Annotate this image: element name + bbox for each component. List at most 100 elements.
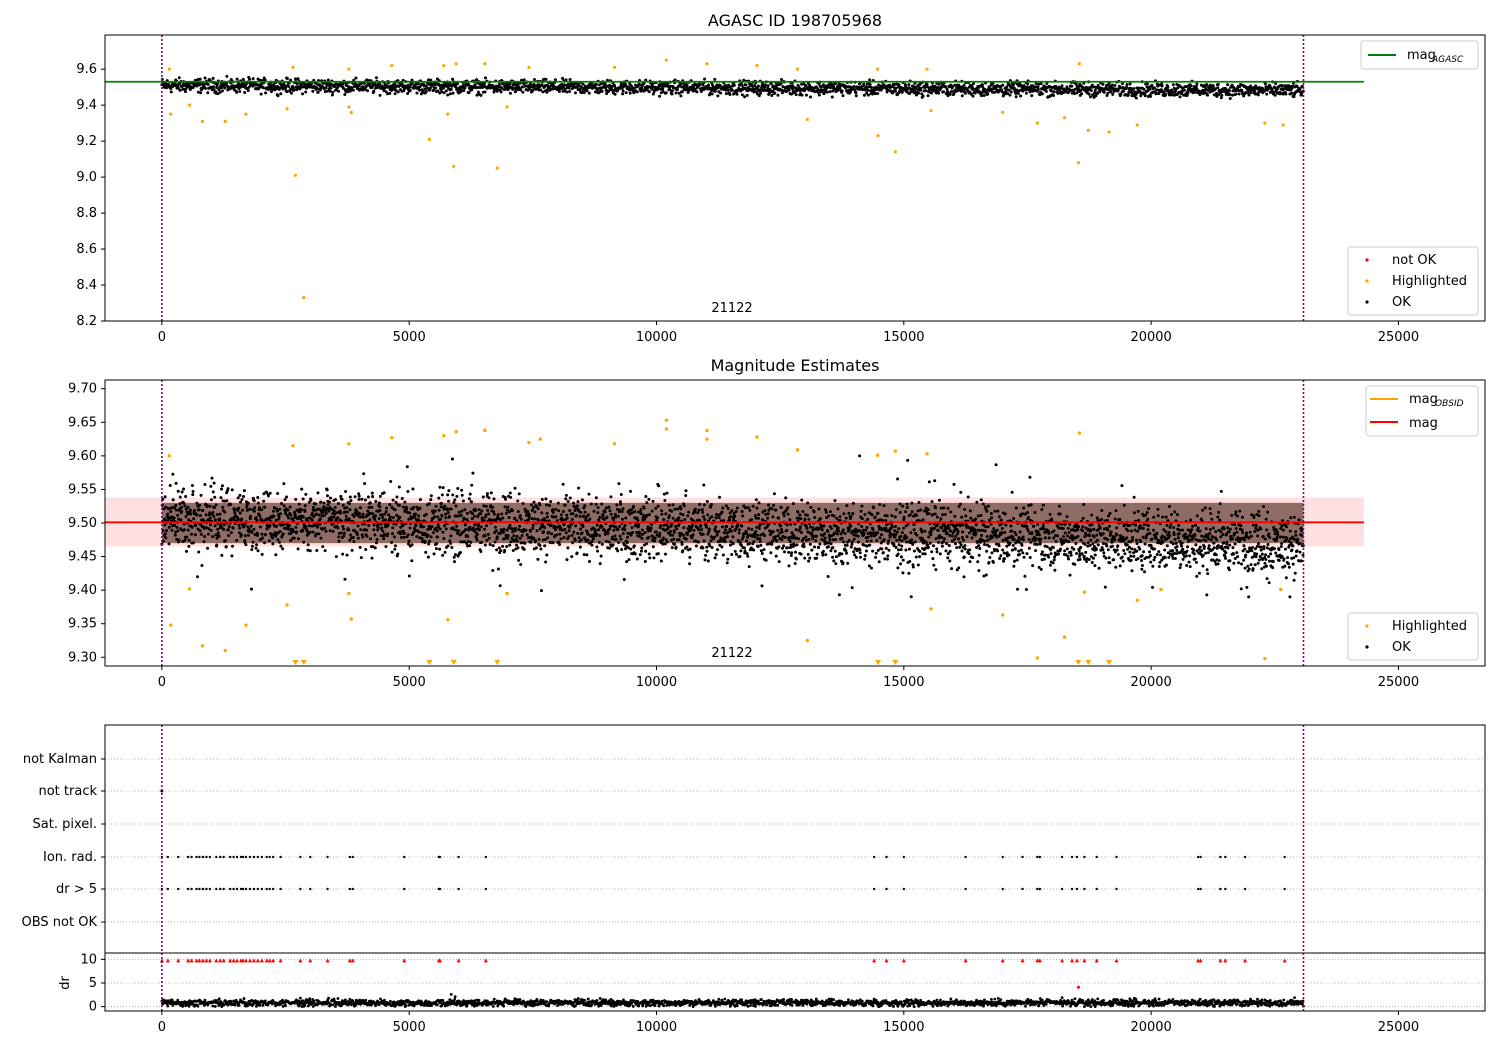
ok-point (276, 491, 280, 495)
ok-point (574, 85, 578, 89)
ok-point (791, 502, 795, 506)
ok-point (424, 89, 428, 93)
ok-point (391, 85, 395, 89)
ok-point (739, 549, 743, 553)
ok-point (496, 88, 500, 92)
ok-point (502, 527, 506, 531)
ok-point (276, 94, 280, 98)
ok-point (310, 518, 314, 522)
ok-point (437, 496, 441, 500)
ok-point (214, 533, 218, 537)
ok-point (710, 92, 714, 96)
ok-point (388, 91, 392, 95)
ok-point (436, 89, 440, 93)
ok-point (482, 83, 486, 87)
ok-point (703, 558, 707, 562)
ok-point (691, 523, 695, 527)
ok-point (373, 546, 377, 550)
ok-point (447, 489, 451, 493)
ok-point (748, 508, 752, 512)
ok-point (526, 509, 530, 513)
ok-point (497, 546, 501, 550)
ok-point (213, 495, 217, 499)
ok-point (187, 544, 191, 548)
ok-point (578, 87, 582, 91)
ok-point (780, 538, 784, 542)
ok-point (505, 83, 509, 87)
ok-point (519, 88, 523, 92)
ok-point (378, 494, 382, 498)
ok-point (505, 544, 509, 548)
ok-point (241, 77, 245, 81)
ok-point (735, 92, 739, 96)
ok-point (508, 543, 512, 547)
ok-point (1164, 92, 1168, 96)
ok-point (755, 90, 759, 94)
ok-point (551, 508, 555, 512)
ok-point (438, 547, 442, 551)
ok-point (654, 506, 658, 510)
ok-point (785, 528, 789, 532)
ok-point (756, 84, 760, 88)
ok-point (331, 90, 335, 94)
ok-point (571, 512, 575, 516)
ok-point (770, 542, 774, 546)
ok-point (742, 546, 746, 550)
ok-point (847, 511, 851, 515)
highlighted-point (446, 112, 450, 116)
ok-point (567, 86, 571, 90)
ok-point (822, 524, 826, 528)
ok-point (533, 510, 537, 514)
ok-point (471, 471, 475, 475)
ok-point (441, 530, 445, 534)
ok-point (777, 560, 781, 564)
ok-point (596, 528, 600, 532)
ok-point (613, 534, 617, 538)
ok-point (812, 545, 816, 549)
ok-point (249, 524, 253, 528)
ok-point (212, 88, 216, 92)
ok-point (372, 528, 376, 532)
ok-point (316, 525, 320, 529)
ok-point (723, 528, 727, 532)
ok-point (629, 533, 633, 537)
ok-point (697, 508, 701, 512)
ok-point (837, 593, 841, 597)
ok-point (368, 501, 372, 505)
ok-point (667, 514, 671, 518)
ok-point (477, 528, 481, 532)
ok-point (799, 552, 803, 556)
ok-point (511, 548, 515, 552)
ok-point (316, 90, 320, 94)
ok-point (1132, 87, 1136, 91)
ok-point (429, 535, 433, 539)
ok-point (814, 539, 818, 543)
ok-point (259, 517, 263, 521)
ok-point (752, 540, 756, 544)
ok-point (224, 544, 228, 548)
ok-point (513, 516, 517, 520)
ok-point (271, 536, 275, 540)
ok-point (633, 510, 637, 514)
ok-point (770, 507, 774, 511)
ok-point (679, 507, 683, 511)
highlighted-point (805, 117, 809, 122)
ok-point (1284, 92, 1288, 96)
ok-point (351, 88, 355, 92)
ok-point (766, 503, 770, 507)
ok-point (435, 529, 439, 533)
ok-point (715, 548, 719, 552)
ok-point (256, 549, 260, 553)
ok-point (705, 545, 709, 549)
ok-point (688, 547, 692, 551)
ok-point (513, 486, 517, 490)
ok-point (195, 84, 199, 88)
ok-point (654, 530, 658, 534)
ok-point (467, 82, 471, 86)
ok-point (616, 527, 620, 531)
ok-point (587, 91, 591, 95)
ok-point (539, 547, 543, 551)
ok-point (684, 494, 688, 498)
ok-point (200, 563, 204, 567)
highlighted-point (291, 65, 295, 69)
